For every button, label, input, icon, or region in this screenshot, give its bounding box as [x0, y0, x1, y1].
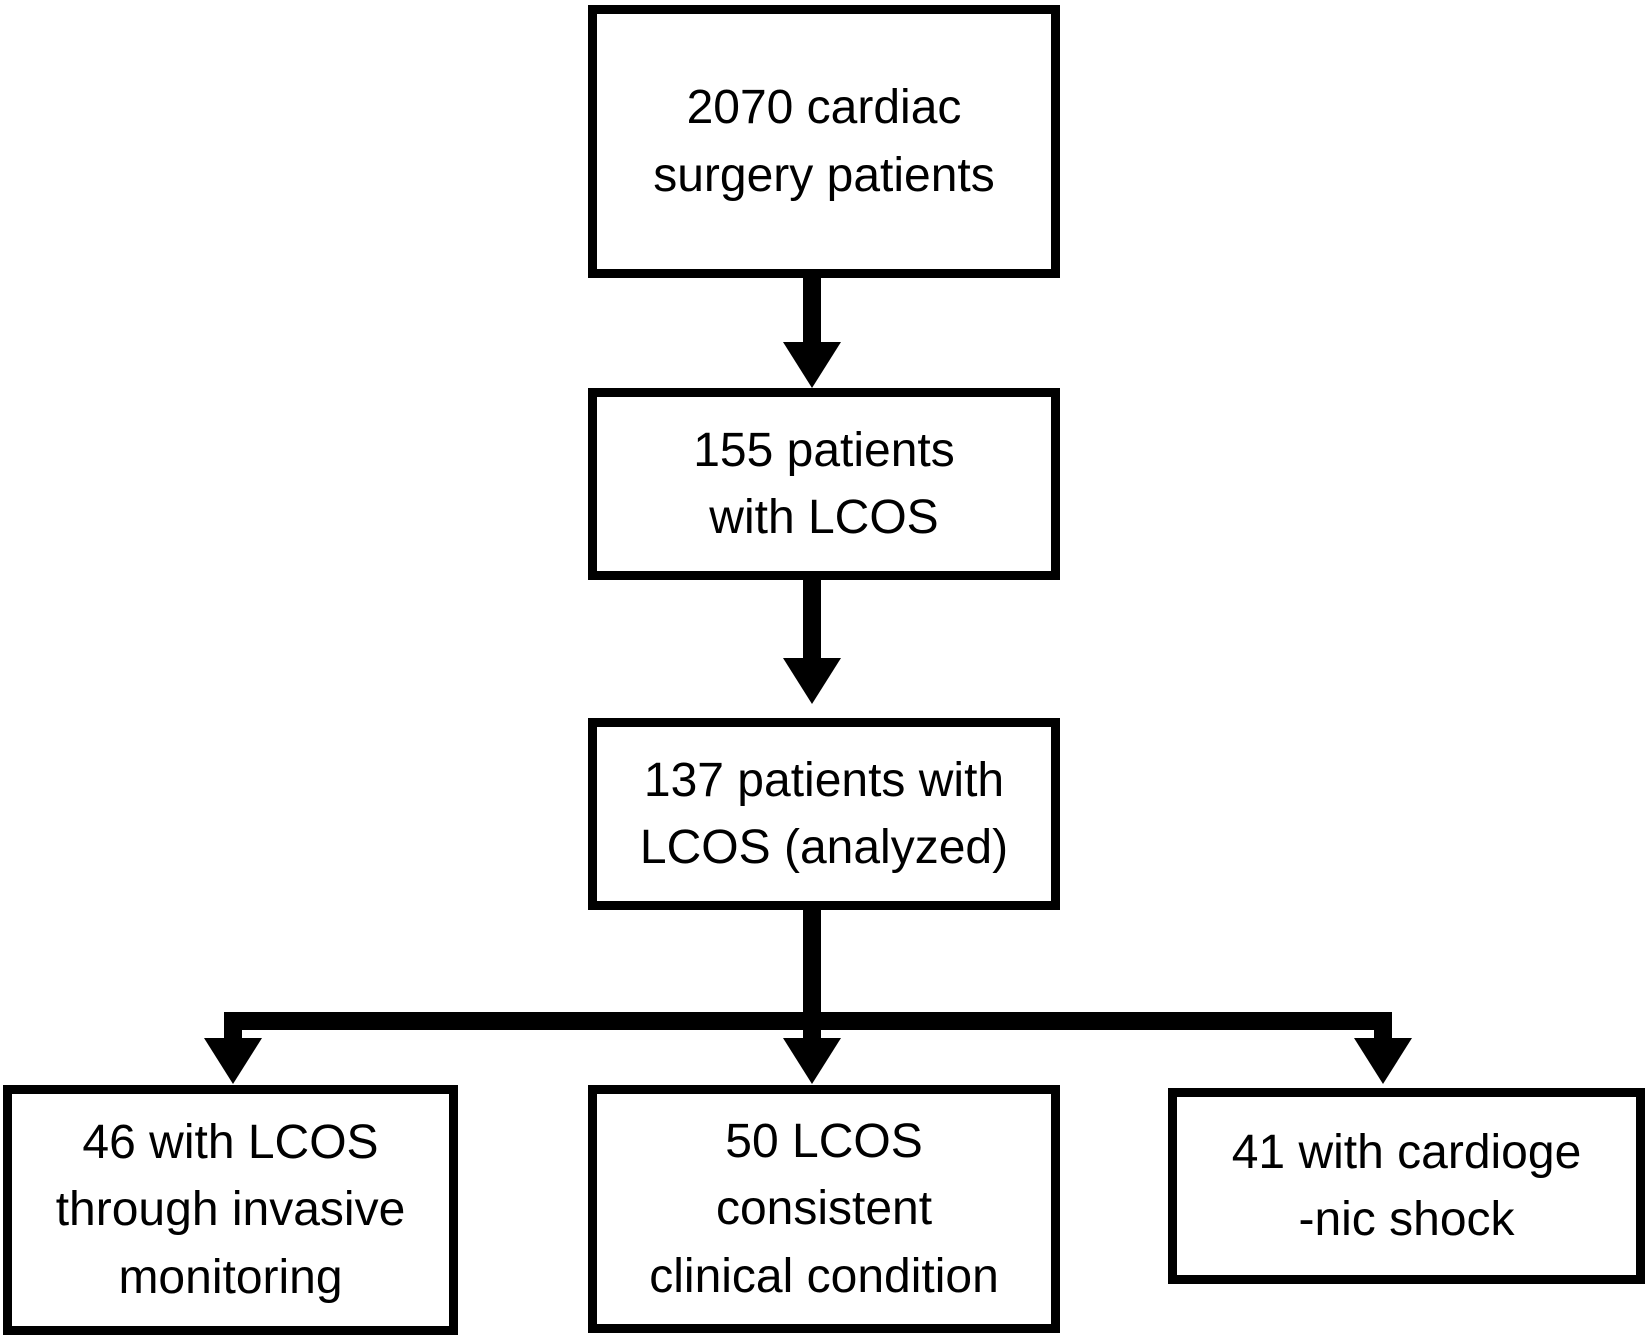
node-lcos-clinical-condition: 50 LCOS consistent clinical condition	[588, 1085, 1060, 1333]
arrow-branch-to-clinical-shaft	[803, 1028, 821, 1040]
arrow-lcos-to-analyzed-shaft	[803, 574, 821, 660]
arrow-branch-to-invasive-shaft	[224, 1028, 242, 1040]
arrow-branch-to-invasive-arrowhead-icon	[204, 1038, 262, 1084]
arrow-total-to-lcos-arrowhead-icon	[783, 342, 841, 388]
arrow-branch-to-shock-arrowhead-icon	[1354, 1038, 1412, 1084]
node-lcos-invasive-monitoring: 46 with LCOS through invasive monitoring	[3, 1085, 458, 1335]
node-cardiogenic-shock: 41 with cardioge -nic shock	[1168, 1088, 1645, 1284]
node-total-cardiac-surgery-patients: 2070 cardiac surgery patients	[588, 5, 1060, 278]
arrow-lcos-to-analyzed-arrowhead-icon	[783, 658, 841, 704]
branch-connector-stub	[803, 903, 821, 1030]
branch-connector-rail	[224, 1012, 1392, 1030]
node-patients-analyzed: 137 patients with LCOS (analyzed)	[588, 718, 1060, 910]
arrow-branch-to-clinical-arrowhead-icon	[783, 1038, 841, 1084]
arrow-branch-to-shock-shaft	[1374, 1028, 1392, 1040]
node-patients-with-lcos: 155 patients with LCOS	[588, 388, 1060, 580]
arrow-total-to-lcos-shaft	[803, 270, 821, 344]
